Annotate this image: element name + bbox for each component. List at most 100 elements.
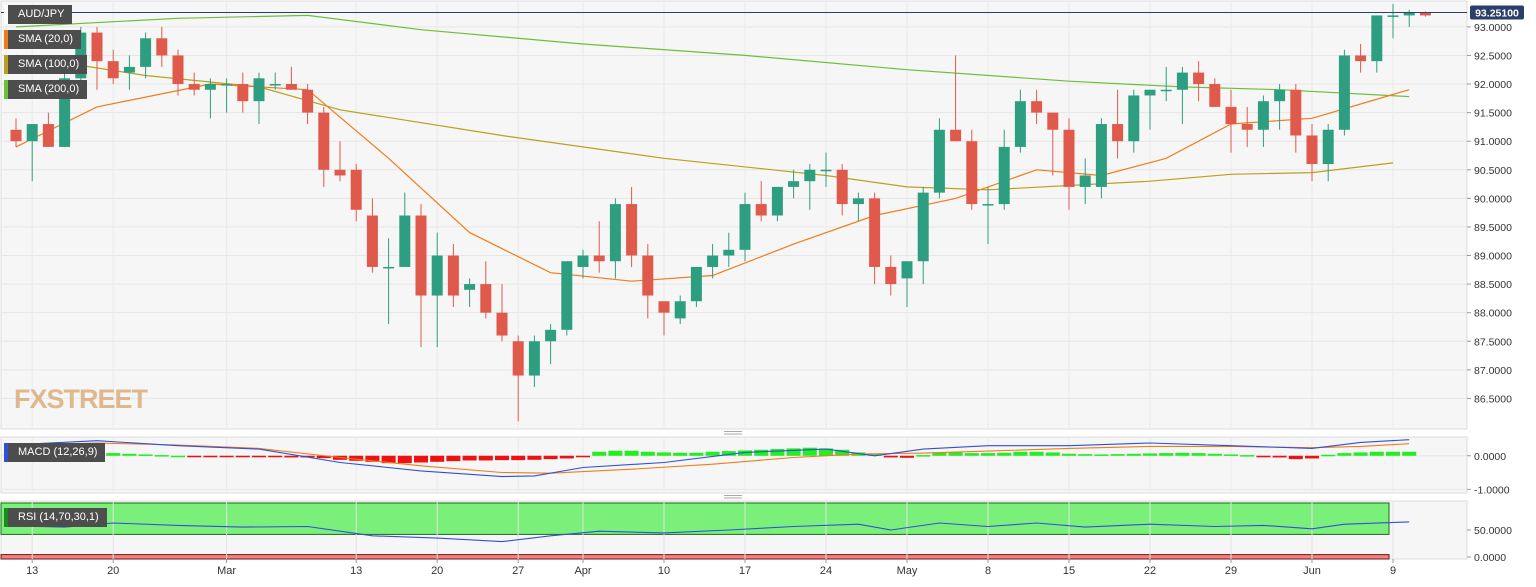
- candle: [366, 198, 378, 273]
- candle: [399, 192, 411, 267]
- macd-histogram-bar: [1402, 451, 1417, 456]
- macd-legend[interactable]: MACD (12,26,9): [4, 443, 106, 462]
- macd-histogram-bar: [1305, 455, 1319, 459]
- date-axis: 13 20 Mar 13 20 27 Apr 10 17 24 May 8 15 22 29 Jun 9: [26, 559, 1396, 577]
- price-tick-label: 93.0000: [1474, 22, 1512, 34]
- candle-body: [1338, 55, 1350, 130]
- candle-body: [788, 181, 800, 187]
- candle-body: [1176, 72, 1188, 90]
- panel-resize-handle[interactable]: [724, 430, 742, 436]
- macd-histogram-bar: [543, 455, 558, 460]
- macd-histogram-bar: [786, 448, 801, 456]
- macd-histogram-bar: [252, 455, 266, 458]
- candle-body: [577, 255, 589, 267]
- macd-histogram-bar: [1175, 452, 1190, 456]
- price-axis: 93.0000 92.5000 92.0000 91.5000 91.0000 90.50…: [1467, 22, 1512, 405]
- symbol-label[interactable]: AUD/JPY: [4, 5, 73, 24]
- macd-histogram-bar: [657, 452, 671, 456]
- candle: [901, 261, 913, 307]
- sma-200-legend[interactable]: SMA (200,0): [4, 80, 88, 99]
- macd-histogram-bar: [835, 449, 850, 456]
- candle: [221, 78, 233, 113]
- date-tick-label: 13: [26, 565, 38, 577]
- candle: [204, 78, 216, 119]
- macd-histogram-bar: [365, 455, 380, 462]
- date-tick-label: 9: [1390, 565, 1396, 577]
- candle: [982, 186, 994, 245]
- rsi-value-line: [15, 521, 1410, 543]
- candle-body: [91, 32, 103, 62]
- candle-body: [998, 146, 1010, 205]
- macd-histogram-bar: [1062, 453, 1076, 456]
- candle: [318, 106, 330, 187]
- candle: [820, 152, 832, 187]
- macd-histogram-bar: [446, 455, 461, 462]
- candle-body: [739, 204, 751, 250]
- candle: [1144, 89, 1156, 130]
- price-tick-label: 90.5000: [1474, 165, 1512, 177]
- rsi-legend[interactable]: RSI (14,70,30,1): [4, 508, 107, 527]
- candle-body: [1257, 101, 1269, 130]
- sma-20-legend[interactable]: SMA (20,0): [4, 30, 82, 49]
- macd-main-line: [15, 439, 1410, 478]
- candle: [512, 335, 524, 422]
- macd-histogram-bar: [1386, 451, 1400, 456]
- sma-100-legend[interactable]: SMA (100,0): [4, 55, 88, 74]
- candle-body: [447, 255, 459, 296]
- date-tick-label: 17: [739, 565, 751, 577]
- main-grid: [1, 1, 1467, 429]
- candle: [723, 232, 735, 267]
- date-tick-label: 20: [431, 565, 443, 577]
- macd-histogram-bar: [1353, 452, 1368, 456]
- date-tick-label: 24: [820, 565, 832, 577]
- candle-body: [1387, 15, 1399, 17]
- price-tick-label: 87.5000: [1474, 336, 1512, 348]
- candle: [577, 249, 589, 279]
- candle: [1322, 124, 1334, 182]
- candle-body: [480, 284, 492, 313]
- candle-body: [464, 284, 476, 290]
- candle: [966, 129, 978, 210]
- candle: [334, 141, 346, 182]
- macd-histogram-bar: [867, 454, 882, 456]
- candle-body: [204, 84, 216, 90]
- candle-body: [1144, 89, 1156, 96]
- candle-body: [1193, 72, 1205, 85]
- candle-body: [285, 84, 297, 90]
- macd-histogram-bar: [592, 451, 607, 456]
- macd-histogram-bar: [1240, 455, 1255, 457]
- candle: [1063, 118, 1075, 210]
- candle: [1095, 118, 1107, 199]
- candle-body: [26, 124, 38, 142]
- macd-histogram-bar: [721, 451, 736, 456]
- rsi-axis: 50.0000 0.0000: [1467, 525, 1512, 564]
- candle: [707, 244, 719, 279]
- candle-body: [172, 55, 184, 85]
- panel-resize-handle[interactable]: [724, 494, 742, 500]
- macd-tick-label: 0.0000: [1474, 451, 1506, 463]
- macd-histogram-bar: [1126, 453, 1141, 456]
- candle-body: [1014, 101, 1026, 147]
- macd-histogram-bar: [964, 453, 979, 456]
- price-tick-label: 91.5000: [1474, 108, 1512, 120]
- fxstreet-logo: FXSTREET: [14, 384, 150, 414]
- macd-histogram-bar: [1159, 453, 1174, 456]
- candle-body: [1128, 95, 1140, 142]
- candle: [1079, 158, 1091, 205]
- macd-histogram-bar: [1321, 454, 1336, 457]
- macd-histogram-bar: [1369, 451, 1384, 456]
- candle-body: [707, 255, 719, 267]
- candle: [869, 192, 881, 285]
- candle-body: [1112, 124, 1124, 142]
- macd-histogram-bar: [527, 455, 542, 460]
- candle-body: [431, 255, 443, 296]
- price-tick-label: 90.0000: [1474, 193, 1512, 205]
- macd-histogram-bar: [770, 449, 785, 456]
- macd-histogram-bar: [1110, 454, 1125, 456]
- candle: [593, 221, 605, 273]
- macd-histogram-bar: [138, 454, 153, 456]
- candle: [269, 72, 281, 90]
- candle-body: [1274, 89, 1286, 102]
- candle: [10, 118, 22, 147]
